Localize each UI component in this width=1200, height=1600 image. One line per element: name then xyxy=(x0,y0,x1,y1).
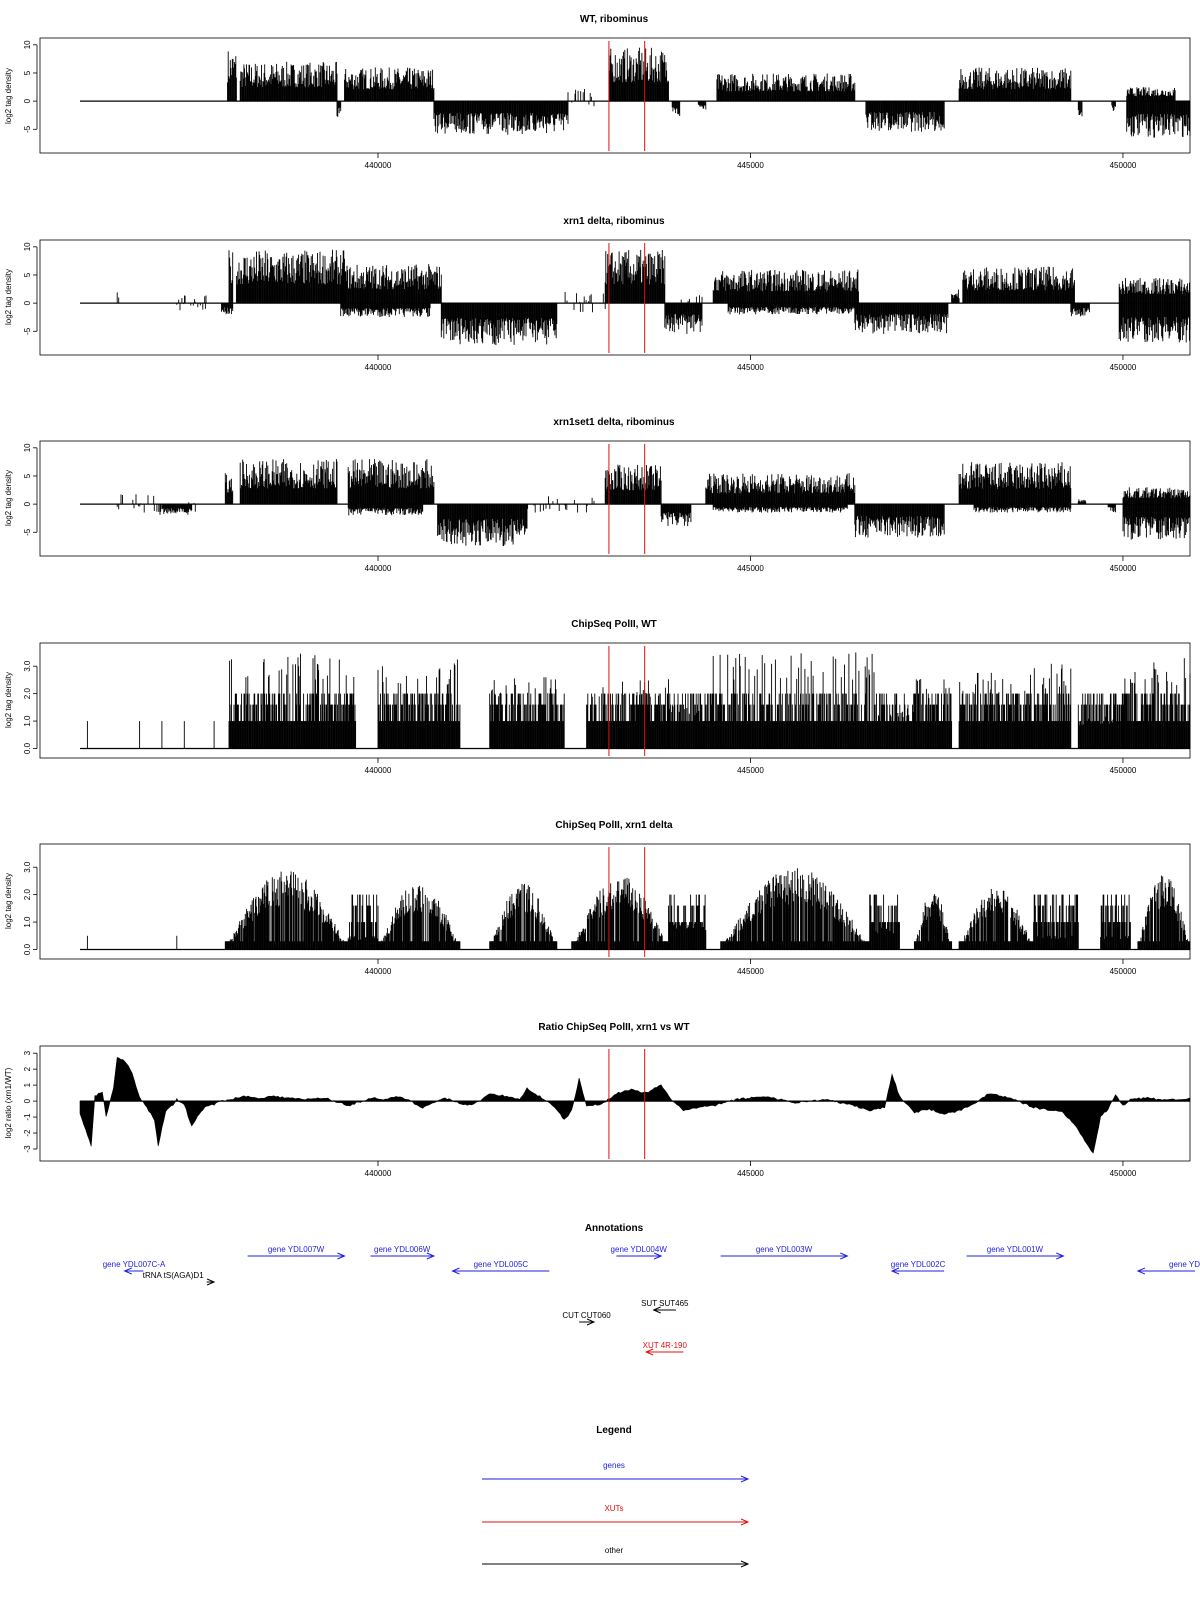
signal-segment xyxy=(1111,101,1116,111)
signal-segment xyxy=(336,101,342,117)
signal-segment xyxy=(239,61,338,102)
signal-segment xyxy=(705,473,856,505)
signal-segment xyxy=(1077,101,1083,117)
signal-segment xyxy=(604,464,662,505)
signal-segment xyxy=(958,462,1072,505)
signal-segment xyxy=(1118,303,1191,343)
signal-segment xyxy=(116,292,120,304)
signal-segment xyxy=(958,67,1072,102)
data-marks xyxy=(80,444,1191,554)
signal-segment xyxy=(344,67,435,102)
data-marks xyxy=(80,41,1191,151)
signal-segment xyxy=(608,47,669,102)
x-tick-label: 445000 xyxy=(737,161,764,170)
y-axis: -5 0 5 10 xyxy=(23,40,38,133)
y-axis-label: log2 tag density xyxy=(4,68,13,124)
y-tick-label: -5 xyxy=(23,125,32,133)
signal-segment xyxy=(235,249,345,304)
signal-segment xyxy=(712,504,848,513)
data-marks xyxy=(80,243,1191,353)
signal-segment xyxy=(116,504,120,510)
signal-segment xyxy=(865,101,945,132)
x-tick-label: 440000 xyxy=(365,363,392,372)
signal-segment xyxy=(604,249,666,304)
signal-segment xyxy=(951,289,960,304)
signal-segment xyxy=(567,89,595,107)
signal-segment xyxy=(340,303,431,317)
signal-segment xyxy=(440,303,558,346)
signal-segment xyxy=(120,494,123,505)
y-axis-label: log2 tag density xyxy=(4,470,13,526)
y-axis-label: log2 tag density xyxy=(4,269,13,325)
x-tick-label: 450000 xyxy=(1110,161,1137,170)
signal-segment xyxy=(697,101,707,110)
signal-segment xyxy=(227,51,237,102)
y-tick-label: 10 xyxy=(23,242,32,251)
signal-segment xyxy=(132,494,162,515)
signal-segment xyxy=(727,303,856,315)
signal-segment xyxy=(973,504,1072,513)
signal-segment xyxy=(437,504,528,546)
signal-segment xyxy=(347,459,435,505)
signal-segment xyxy=(564,291,606,313)
signal-segment xyxy=(1126,101,1191,138)
x-axis: 440000 445000 450000 xyxy=(365,355,1137,372)
plot-frame xyxy=(39,37,1191,154)
y-tick-label: 10 xyxy=(23,40,32,49)
signal-segment xyxy=(962,266,1075,304)
y-tick-label: 5 xyxy=(23,272,32,277)
y-tick-label: 0 xyxy=(23,98,32,103)
signal-segment xyxy=(660,504,692,527)
signal-segment xyxy=(228,250,234,304)
y-tick-label: 5 xyxy=(23,70,32,75)
panel-xrn1set1-ribominus: xrn1set1 delta, ribominus log2 tag densi… xyxy=(4,417,1191,573)
signal-segment xyxy=(854,504,945,538)
y-tick-label: 0 xyxy=(23,300,32,305)
signal-segment xyxy=(1070,303,1090,317)
signal-segment xyxy=(1118,278,1191,304)
panel-xrn1-ribominus: xrn1 delta, ribominus log2 tag density -… xyxy=(4,216,1191,372)
signal-segment xyxy=(1126,87,1176,102)
signal-segment xyxy=(340,264,442,304)
panel-wt-ribominus: WT, ribominus log2 tag density -5 0 5 10 44… xyxy=(4,14,1191,170)
x-axis: 440000 445000 450000 xyxy=(365,153,1137,170)
signal-segment xyxy=(716,73,856,102)
x-tick-label: 440000 xyxy=(365,161,392,170)
y-tick-label: -5 xyxy=(23,327,32,335)
signal-segment xyxy=(221,303,234,315)
signal-segment xyxy=(664,303,703,334)
signal-segment xyxy=(347,504,424,516)
panel-title: xrn1 delta, ribominus xyxy=(563,216,665,227)
signal-segment xyxy=(224,473,234,505)
signal-segment xyxy=(239,459,338,505)
signal-segment xyxy=(671,101,681,116)
signal-segment xyxy=(186,502,196,513)
y-axis: -5 0 5 10 xyxy=(23,242,38,335)
panel-title: WT, ribominus xyxy=(580,14,649,25)
panel-title: xrn1set1 delta, ribominus xyxy=(553,417,675,428)
x-tick-label: 450000 xyxy=(1110,363,1137,372)
signal-segment xyxy=(669,295,703,308)
signal-segment xyxy=(712,269,859,304)
signal-segment xyxy=(176,295,207,311)
signal-segment xyxy=(527,496,595,513)
x-tick-label: 445000 xyxy=(737,363,764,372)
signal-segment xyxy=(433,101,569,135)
signal-segment xyxy=(854,303,949,334)
